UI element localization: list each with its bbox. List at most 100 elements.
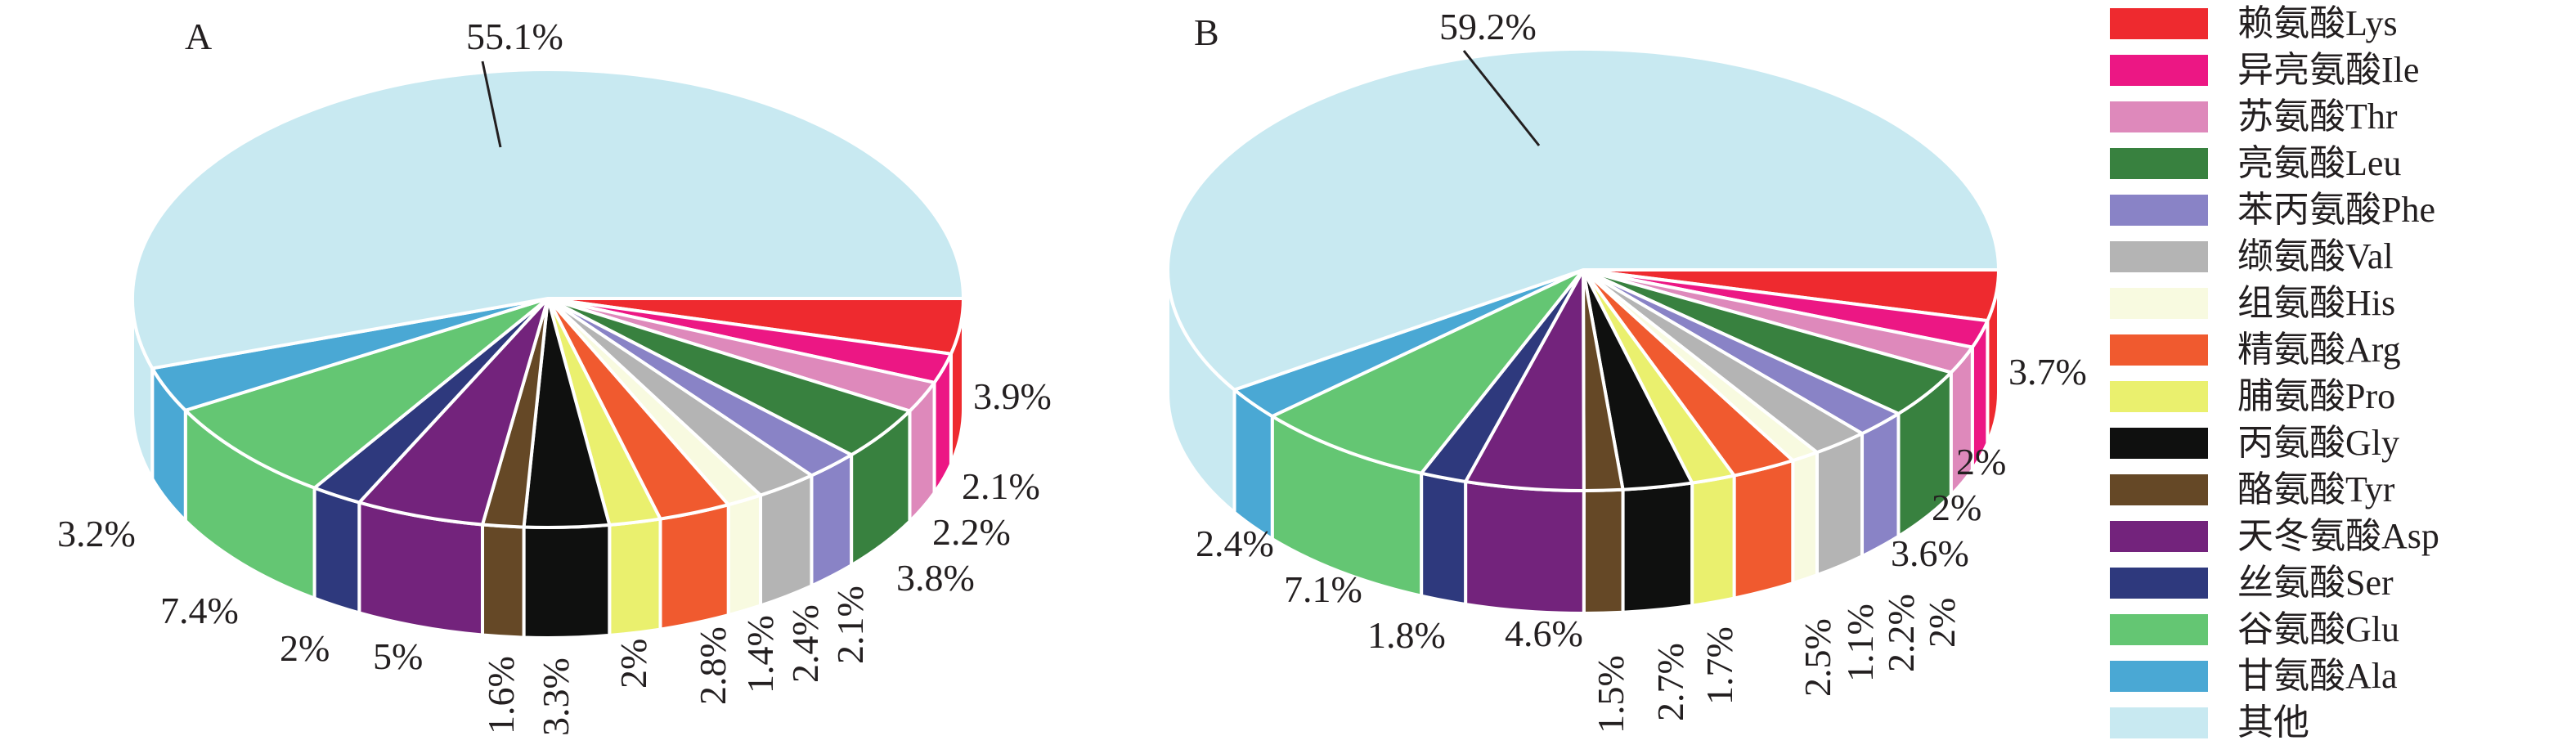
legend-swatch: [2110, 7, 2208, 39]
data-label: 2.8%: [692, 626, 734, 705]
legend-label: 酪氨酸Tyr: [2237, 469, 2395, 509]
pie-tops: [131, 68, 965, 529]
pie-A: 3.9%2.1%2.2%3.8%2.1%2.4%1.4%2.8%2%3.3%1.…: [57, 16, 1052, 736]
data-label: 2.1%: [962, 465, 1040, 507]
legend-label: 亮氨酸Leu: [2237, 142, 2402, 183]
slice-side-10: [480, 523, 526, 640]
data-label: 1.5%: [1590, 655, 1631, 734]
slice-side-9: [522, 523, 612, 640]
legend-item: 脯氨酸Pro: [2110, 373, 2395, 420]
legend-item: 谷氨酸Glu: [2110, 606, 2399, 653]
slice-side-7: [1732, 459, 1795, 600]
legend-item: 苯丙氨酸Phe: [2110, 186, 2435, 233]
data-label: 3.7%: [2008, 351, 2087, 393]
slice-side-5: [1815, 432, 1865, 577]
slice-side-5: [758, 473, 814, 608]
legend-label: 谷氨酸Glu: [2237, 608, 2399, 649]
data-label: 2%: [280, 627, 330, 669]
pie-tops: [1166, 47, 2000, 493]
slice-side-8: [608, 517, 662, 637]
leader-line: [1462, 50, 1541, 146]
legend-label: 脯氨酸Pro: [2237, 375, 2396, 416]
data-label: 7.1%: [1284, 568, 1362, 610]
legend-label: 异亮氨酸Ile: [2237, 49, 2420, 90]
data-label: 3.8%: [896, 557, 975, 599]
data-label: 5%: [373, 635, 423, 677]
legend-swatch: [2110, 287, 2208, 319]
legend-label: 其他: [2237, 702, 2309, 743]
legend-swatch: [2110, 101, 2208, 132]
data-label: 3.2%: [57, 513, 136, 554]
legend-item: 丝氨酸Ser: [2110, 559, 2394, 606]
legend-item: 苏氨酸Thr: [2110, 93, 2398, 140]
pie-B: 3.7%2%2%3.6%2%2.2%1.1%2.5%1.7%2.7%1.5%4.…: [1166, 6, 2087, 734]
legend-swatch: [2110, 240, 2208, 272]
legend-swatch: [2110, 147, 2208, 179]
data-label: 3.3%: [535, 657, 577, 736]
legend-item: 异亮氨酸Ile: [2110, 47, 2419, 93]
leader-line: [481, 61, 502, 148]
data-label: 2.7%: [1649, 643, 1691, 721]
data-label: 55.1%: [466, 16, 563, 57]
slice-side-10: [1582, 487, 1625, 615]
slice-side-9: [1621, 481, 1694, 614]
data-label: 59.2%: [1439, 6, 1537, 47]
legend-item: 缬氨酸Val: [2110, 233, 2394, 280]
legend-swatch: [2110, 520, 2208, 552]
slice-side-12: [1420, 471, 1468, 606]
legend-label: 苯丙氨酸Phe: [2237, 189, 2435, 230]
slice-top-15: [1166, 47, 2000, 392]
data-label: 2%: [613, 639, 654, 689]
legend-item: 甘氨酸Ala: [2110, 653, 2398, 699]
data-label: 7.4%: [160, 590, 239, 631]
data-label: 1.4%: [739, 615, 781, 693]
data-label: 4.6%: [1505, 613, 1583, 654]
legend-label: 丝氨酸Ser: [2237, 562, 2394, 603]
data-label: 1.7%: [1699, 626, 1740, 705]
slice-top-13: [183, 297, 550, 490]
legend-label: 赖氨酸Lys: [2237, 2, 2398, 43]
data-label: 2%: [1932, 487, 1981, 528]
legend-item: 酪氨酸Tyr: [2110, 466, 2394, 513]
slice-side-12: [312, 486, 361, 615]
legend-swatch: [2110, 613, 2208, 645]
legend-label: 苏氨酸Thr: [2237, 96, 2398, 137]
data-label: 2.1%: [829, 586, 871, 664]
data-label: 2.4%: [784, 604, 826, 683]
legend-label: 丙氨酸Gly: [2237, 422, 2399, 463]
legend-swatch: [2110, 473, 2208, 505]
data-labels: 3.9%2.1%2.2%3.8%2.1%2.4%1.4%2.8%2%3.3%1.…: [57, 16, 1052, 736]
data-label: 3.6%: [1891, 532, 1969, 574]
data-label: 2%: [1921, 598, 1963, 648]
slice-top-13: [1270, 268, 1585, 475]
slice-top-11: [357, 297, 550, 527]
panel-label: A: [185, 16, 212, 57]
legend-item: 亮氨酸Leu: [2110, 140, 2401, 186]
legend-swatch: [2110, 194, 2208, 226]
data-labels: 3.7%2%2%3.6%2%2.2%1.1%2.5%1.7%2.7%1.5%4.…: [1196, 6, 2087, 734]
legend-label: 精氨酸Arg: [2237, 329, 2401, 370]
slice-side-11: [1464, 479, 1586, 616]
data-label: 1.6%: [480, 656, 522, 734]
legend-swatch: [2110, 427, 2208, 459]
data-label: 2.5%: [1797, 618, 1838, 697]
legend-item: 天冬氨酸Asp: [2110, 513, 2439, 559]
data-label: 1.8%: [1367, 614, 1446, 656]
legend-swatch: [2110, 380, 2208, 412]
panel-label: B: [1194, 11, 1219, 53]
data-label: 2.2%: [1880, 594, 1922, 672]
legend-item: 丙氨酸Gly: [2110, 420, 2399, 466]
slice-side-4: [810, 453, 854, 588]
data-label: 2%: [1956, 441, 2006, 482]
slice-side-6: [726, 493, 762, 617]
data-label: 1.1%: [1839, 604, 1881, 682]
legend-label: 天冬氨酸Asp: [2237, 515, 2439, 556]
slice-side-6: [1791, 451, 1819, 586]
data-label: 2.2%: [932, 511, 1011, 553]
legend-swatch: [2110, 660, 2208, 692]
legend-label: 甘氨酸Ala: [2237, 655, 2398, 696]
legend-swatch: [2110, 707, 2208, 738]
legend-item: 精氨酸Arg: [2110, 326, 2401, 373]
